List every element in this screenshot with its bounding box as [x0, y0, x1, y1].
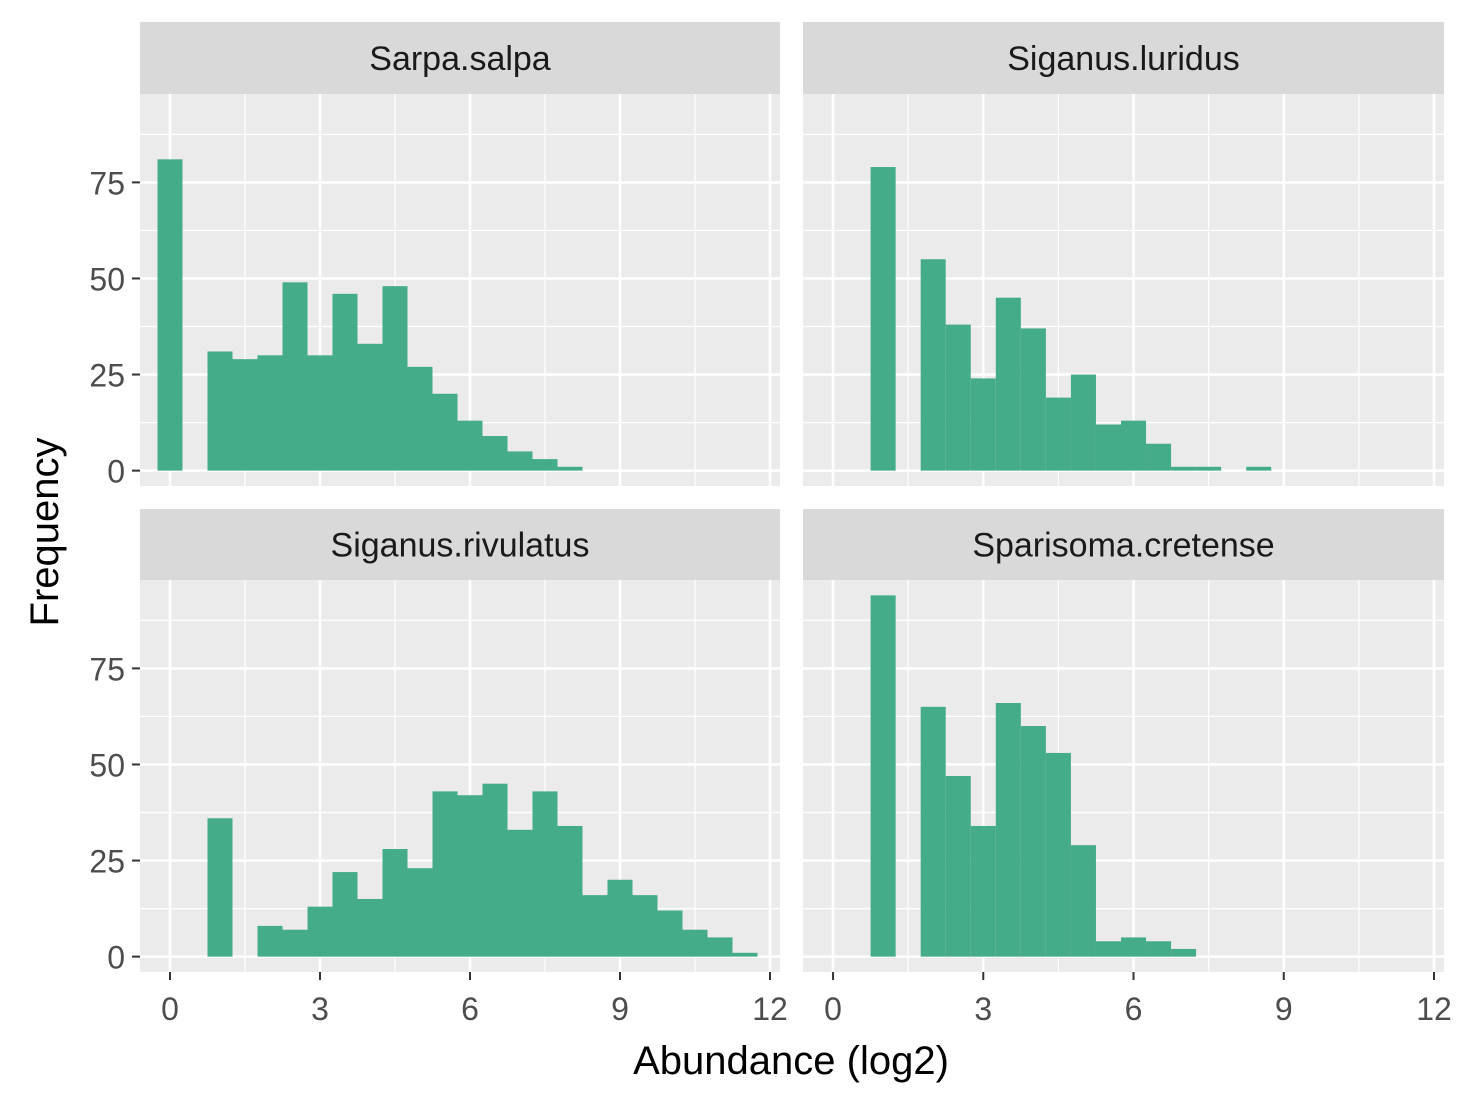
histogram-bar: [432, 791, 458, 957]
histogram-bar: [257, 355, 283, 471]
histogram-bar: [607, 879, 633, 957]
y-axis-tick-label: 25: [89, 844, 125, 880]
histogram-bar: [1120, 420, 1147, 471]
histogram-bar: [557, 825, 583, 957]
x-axis-tick-label: 9: [1275, 991, 1293, 1027]
facet-strip-label: Siganus.rivulatus: [331, 527, 590, 565]
facet-panel-sarpa-salpa: Sarpa.salpa 0 25 50 75: [89, 22, 780, 490]
histogram-bar: [732, 952, 758, 957]
y-axis-tick-label: 25: [89, 358, 125, 394]
x-axis-tick-label: 12: [752, 991, 788, 1027]
x-axis-title: Abundance (log2): [633, 1039, 949, 1083]
histogram-bar: [995, 702, 1021, 957]
histogram-bar: [1020, 726, 1046, 957]
histogram-bar: [482, 436, 508, 471]
y-axis-title: Frequency: [23, 438, 67, 627]
histogram-bar: [945, 324, 971, 471]
histogram-bar: [870, 167, 896, 471]
histogram-bar: [1146, 941, 1172, 957]
y-axis-tick-label: 75: [89, 651, 125, 687]
x-axis-tick-label: 9: [611, 991, 629, 1027]
histogram-bar: [557, 466, 583, 471]
y-axis-tick-label: 50: [89, 747, 125, 783]
facet-panel-siganus-rivulatus: Siganus.rivulatus 0 25 50 75 0 3 6 9 12: [89, 509, 788, 1027]
histogram-bar: [920, 259, 946, 471]
histogram-bar: [1070, 845, 1096, 957]
x-axis-tick-label: 3: [974, 991, 992, 1027]
histogram-bar: [432, 393, 458, 471]
histogram-bar: [1095, 424, 1121, 471]
histogram-bar: [1196, 466, 1222, 471]
histogram-bar: [1070, 374, 1096, 471]
histogram-bar: [157, 159, 183, 471]
histogram-bar: [407, 366, 433, 471]
facets-layer: Sarpa.salpa 0 25 50 75 Siganus.luridus Siganus…: [89, 22, 1452, 1027]
histogram-bar: [920, 706, 946, 957]
histogram-bar: [307, 906, 333, 957]
histogram-bar: [1095, 941, 1121, 957]
histogram-bar: [532, 459, 558, 471]
histogram-bar: [1120, 937, 1147, 957]
histogram-bar: [207, 818, 233, 957]
x-axis-tick-label: 0: [824, 991, 842, 1027]
histogram-bar: [657, 910, 683, 957]
histogram-bar: [282, 282, 308, 471]
histogram-bar: [357, 898, 383, 957]
facet-strip: [140, 509, 780, 580]
histogram-bar: [257, 925, 283, 957]
histogram-bar: [482, 783, 508, 957]
facet-strip-label: Sparisoma.cretense: [972, 527, 1274, 565]
x-axis-tick-label: 3: [311, 991, 329, 1027]
facet-strip-label: Sarpa.salpa: [369, 40, 551, 78]
x-axis-tick-label: 6: [1125, 991, 1143, 1027]
histogram-bar: [332, 293, 358, 471]
y-axis-tick-label: 75: [89, 165, 125, 201]
panel-background: [803, 580, 1444, 972]
histogram-bar: [382, 849, 408, 957]
x-axis-tick-label: 12: [1416, 991, 1452, 1027]
histogram-bar: [307, 355, 333, 471]
y-axis-tick-label: 0: [107, 940, 125, 976]
x-axis-tick-label: 6: [461, 991, 479, 1027]
histogram-bar: [682, 929, 708, 957]
histogram-bar: [282, 929, 308, 957]
histogram-bar: [457, 795, 483, 957]
histogram-bar: [1045, 752, 1071, 957]
histogram-bar: [232, 359, 258, 471]
histogram-bar: [1171, 948, 1197, 957]
histogram-bar: [632, 895, 658, 957]
histogram-bar: [457, 420, 483, 471]
x-axis-tick-label: 0: [161, 991, 179, 1027]
histogram-bar: [532, 791, 558, 957]
histogram-bar: [1246, 466, 1272, 471]
histogram-bar: [870, 595, 896, 957]
histogram-bar: [1020, 328, 1046, 471]
histogram-bar: [207, 351, 233, 471]
facet-strip: [803, 509, 1444, 580]
y-axis-tick-label: 0: [107, 454, 125, 490]
y-axis-tick-label: 50: [89, 261, 125, 297]
histogram-bar: [332, 872, 358, 957]
facet-panel-siganus-luridus: Siganus.luridus: [803, 22, 1444, 486]
histogram-bar: [582, 895, 608, 957]
histogram-bar: [357, 343, 383, 471]
facet-strip: [803, 22, 1444, 94]
histogram-bar: [970, 825, 996, 957]
histogram-bar: [1146, 443, 1172, 471]
histogram-bar: [507, 451, 533, 471]
histogram-bar: [945, 776, 971, 957]
histogram-bar: [707, 937, 733, 957]
facet-strip-label: Siganus.luridus: [1007, 40, 1239, 78]
histogram-bar: [1045, 397, 1071, 471]
histogram-bar: [995, 297, 1021, 471]
histogram-bar: [407, 868, 433, 957]
histogram-bar: [970, 378, 996, 471]
histogram-bar: [507, 829, 533, 957]
histogram-bar: [1171, 466, 1197, 471]
histogram-bar: [382, 286, 408, 471]
facet-strip: [140, 22, 780, 94]
facet-panel-sparisoma-cretense: Sparisoma.cretense 0 3 6 9 12: [803, 509, 1452, 1027]
